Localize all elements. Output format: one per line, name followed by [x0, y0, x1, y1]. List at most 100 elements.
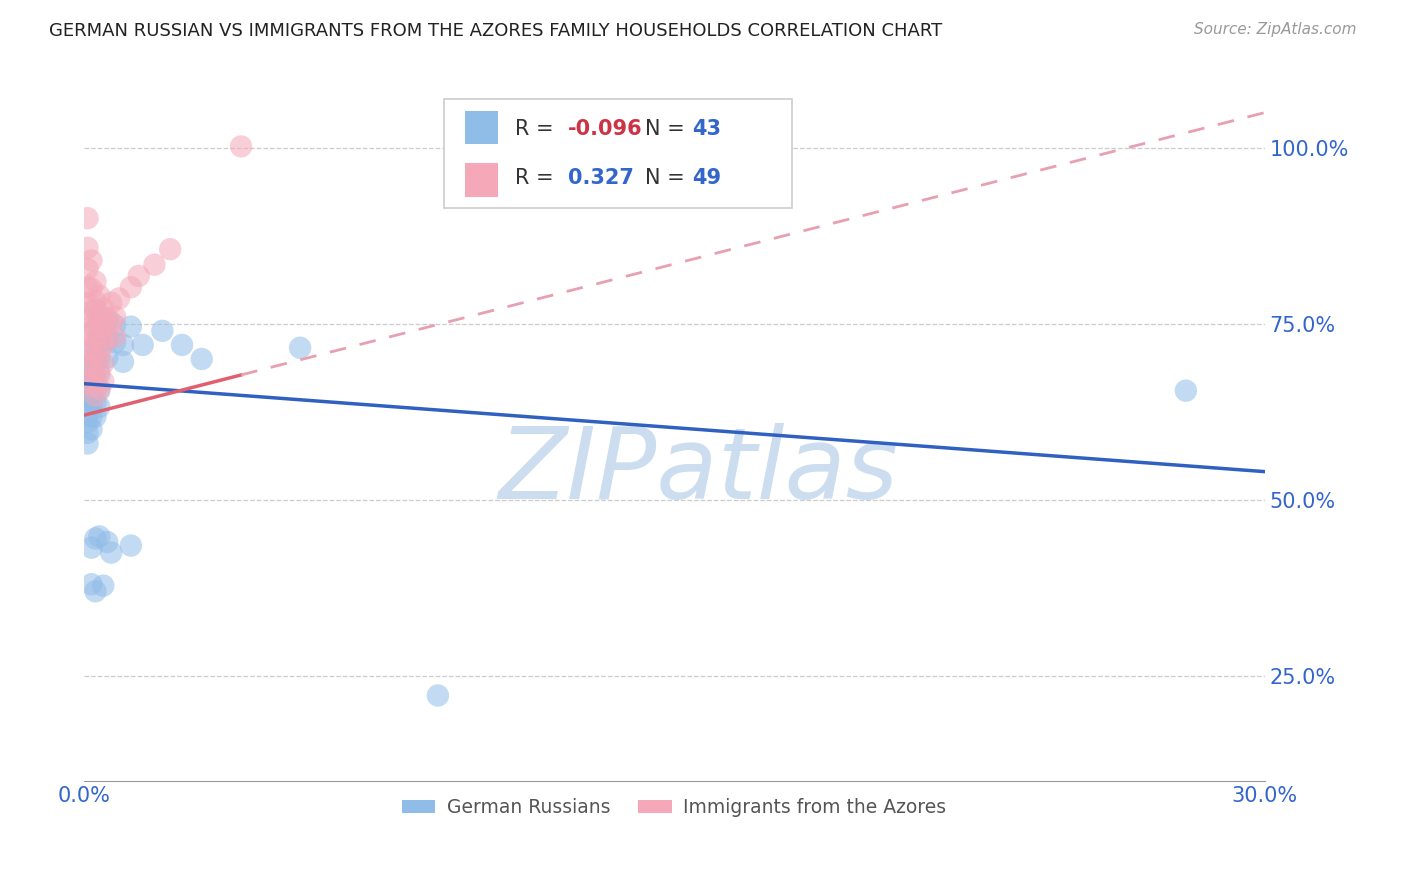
- FancyBboxPatch shape: [465, 111, 498, 145]
- Point: [76, 380, 98, 394]
- Text: R =: R =: [515, 120, 560, 139]
- Point: [80, 369, 103, 384]
- Point: [84, 314, 107, 328]
- Point: [80, 378, 103, 392]
- Point: [100, 295, 122, 310]
- Point: [170, 338, 193, 352]
- Point: [76, 375, 98, 389]
- Point: [426, 689, 449, 703]
- Point: [120, 319, 142, 334]
- Point: [76, 362, 98, 376]
- Point: [89, 326, 111, 341]
- Point: [288, 341, 311, 355]
- Point: [111, 355, 134, 369]
- Point: [1174, 384, 1197, 398]
- Point: [89, 309, 111, 323]
- Point: [84, 532, 107, 546]
- Point: [80, 380, 103, 394]
- Point: [190, 351, 212, 366]
- Point: [76, 415, 98, 429]
- Point: [84, 339, 107, 353]
- Text: 49: 49: [692, 169, 721, 188]
- Point: [80, 304, 103, 318]
- Point: [229, 139, 252, 153]
- Point: [80, 253, 103, 268]
- Point: [131, 338, 153, 352]
- Point: [96, 315, 118, 329]
- Point: [91, 319, 114, 334]
- Point: [91, 356, 114, 370]
- Point: [111, 338, 134, 352]
- Point: [84, 368, 107, 383]
- Point: [84, 322, 107, 336]
- Point: [76, 391, 98, 405]
- Point: [89, 334, 111, 348]
- Point: [76, 326, 98, 341]
- Point: [76, 398, 98, 412]
- FancyBboxPatch shape: [444, 98, 792, 208]
- Point: [150, 324, 173, 338]
- Point: [89, 315, 111, 329]
- Point: [96, 311, 118, 326]
- Point: [89, 288, 111, 302]
- Point: [80, 389, 103, 403]
- Text: N =: N =: [644, 169, 690, 188]
- Point: [76, 436, 98, 450]
- Point: [91, 375, 114, 389]
- Point: [108, 292, 131, 306]
- Point: [89, 363, 111, 377]
- Point: [159, 242, 181, 256]
- Point: [84, 294, 107, 309]
- Point: [84, 275, 107, 289]
- Point: [143, 258, 166, 272]
- Point: [76, 409, 98, 423]
- Point: [76, 241, 98, 255]
- Point: [80, 541, 103, 555]
- Point: [80, 422, 103, 436]
- Point: [120, 539, 142, 553]
- Point: [80, 282, 103, 296]
- Text: R =: R =: [515, 169, 560, 188]
- Point: [120, 280, 142, 294]
- Point: [76, 425, 98, 440]
- Text: GERMAN RUSSIAN VS IMMIGRANTS FROM THE AZORES FAMILY HOUSEHOLDS CORRELATION CHART: GERMAN RUSSIAN VS IMMIGRANTS FROM THE AZ…: [49, 22, 942, 40]
- Point: [84, 395, 107, 409]
- Point: [96, 332, 118, 346]
- Point: [76, 342, 98, 356]
- Point: [80, 409, 103, 424]
- Point: [96, 535, 118, 549]
- Point: [84, 351, 107, 366]
- Point: [80, 398, 103, 412]
- Point: [84, 409, 107, 424]
- Point: [84, 353, 107, 368]
- Text: -0.096: -0.096: [568, 120, 643, 139]
- Point: [89, 351, 111, 366]
- Point: [80, 360, 103, 375]
- Point: [104, 318, 127, 333]
- Point: [96, 351, 118, 365]
- Point: [96, 331, 118, 345]
- Point: [104, 329, 127, 343]
- Point: [80, 577, 103, 591]
- Point: [80, 324, 103, 338]
- Point: [76, 211, 98, 226]
- Point: [80, 343, 103, 358]
- Point: [80, 351, 103, 366]
- Point: [84, 334, 107, 348]
- Point: [76, 311, 98, 326]
- Point: [104, 335, 127, 350]
- Point: [89, 384, 111, 398]
- Point: [76, 280, 98, 294]
- Text: Source: ZipAtlas.com: Source: ZipAtlas.com: [1194, 22, 1357, 37]
- Point: [84, 584, 107, 599]
- Point: [89, 368, 111, 382]
- Point: [89, 400, 111, 414]
- FancyBboxPatch shape: [465, 163, 498, 197]
- Point: [91, 338, 114, 352]
- Point: [100, 315, 122, 329]
- Point: [91, 301, 114, 316]
- Point: [89, 382, 111, 396]
- Point: [84, 389, 107, 403]
- Point: [128, 268, 150, 283]
- Legend: German Russians, Immigrants from the Azores: German Russians, Immigrants from the Azo…: [394, 791, 955, 825]
